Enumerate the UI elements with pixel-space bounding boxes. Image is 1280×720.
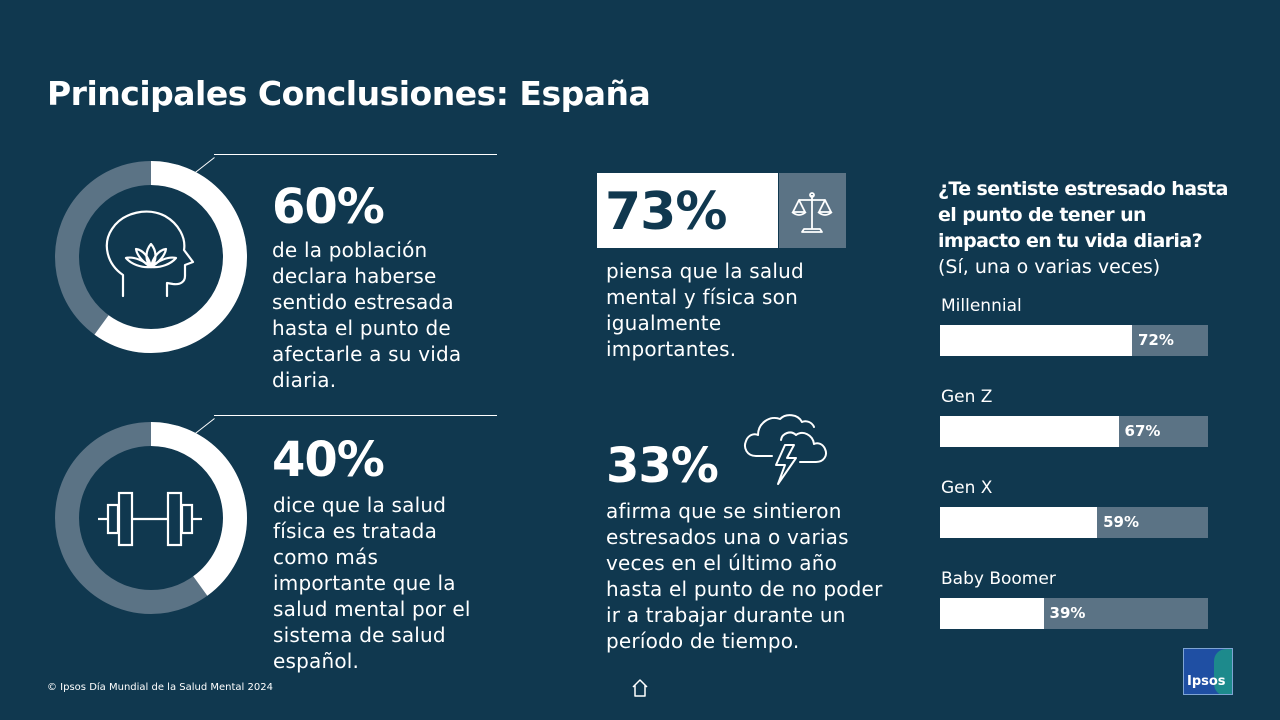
scale-icon [791, 192, 833, 233]
stat-73-box: 73% [597, 173, 778, 248]
storm-cloud-icon [744, 414, 827, 485]
logo-swash [1214, 649, 1232, 694]
bar [940, 325, 1132, 356]
chart-question-rest: (Sí, una o varias veces) [938, 256, 1161, 278]
bar-track: 67% [940, 416, 1208, 447]
bar-value-label: 39% [1049, 604, 1086, 622]
donut-arc-60 [55, 161, 247, 353]
stat-60-text: de la población declara haberse sentido … [272, 238, 462, 392]
head-lotus-icon [105, 210, 195, 298]
bar-label: Baby Boomer [941, 569, 1056, 589]
bar-value-label: 59% [1103, 513, 1140, 531]
stat-33-text: afirma que se sintieron estresados una o… [606, 499, 883, 653]
chart-question-bold: ¿Te sentiste estresado hasta el punto de… [938, 178, 1228, 252]
divider-line [214, 415, 497, 416]
stat-40-text: dice que la salud física es tratada como… [273, 493, 471, 673]
bar-label: Gen X [941, 478, 993, 498]
chart-question: ¿Te sentiste estresado hasta el punto de… [938, 176, 1228, 280]
dumbbell-icon [98, 491, 202, 547]
bar-track: 39% [940, 598, 1208, 629]
bar [940, 416, 1119, 447]
stat-40-value: 40% [272, 432, 385, 488]
donut-arc-40 [55, 422, 247, 614]
stat-73-text: piensa que la salud mental y física son … [606, 259, 804, 361]
donut-chart-60 [55, 161, 247, 353]
bar [940, 507, 1098, 538]
ipsos-logo: Ipsos [1183, 648, 1233, 695]
stat-60-value: 60% [272, 179, 385, 235]
stat-33-value: 33% [606, 438, 719, 494]
donut-chart-40 [55, 422, 247, 614]
footer-copyright: © Ipsos Día Mundial de la Salud Mental 2… [47, 682, 273, 693]
bar-track: 59% [940, 507, 1208, 538]
bar-track: 72% [940, 325, 1208, 356]
bar-value-label: 67% [1124, 422, 1161, 440]
home-icon[interactable] [631, 678, 649, 698]
page-title: Principales Conclusiones: España [47, 74, 651, 113]
bar-label: Millennial [941, 296, 1022, 316]
bar-value-label: 72% [1137, 331, 1174, 349]
divider-line [214, 154, 497, 155]
bar-label: Gen Z [941, 387, 993, 407]
stat-73-value: 73% [605, 182, 727, 242]
scale-icon-box [779, 173, 846, 248]
logo-text: Ipsos [1187, 674, 1226, 689]
bar [940, 598, 1044, 629]
